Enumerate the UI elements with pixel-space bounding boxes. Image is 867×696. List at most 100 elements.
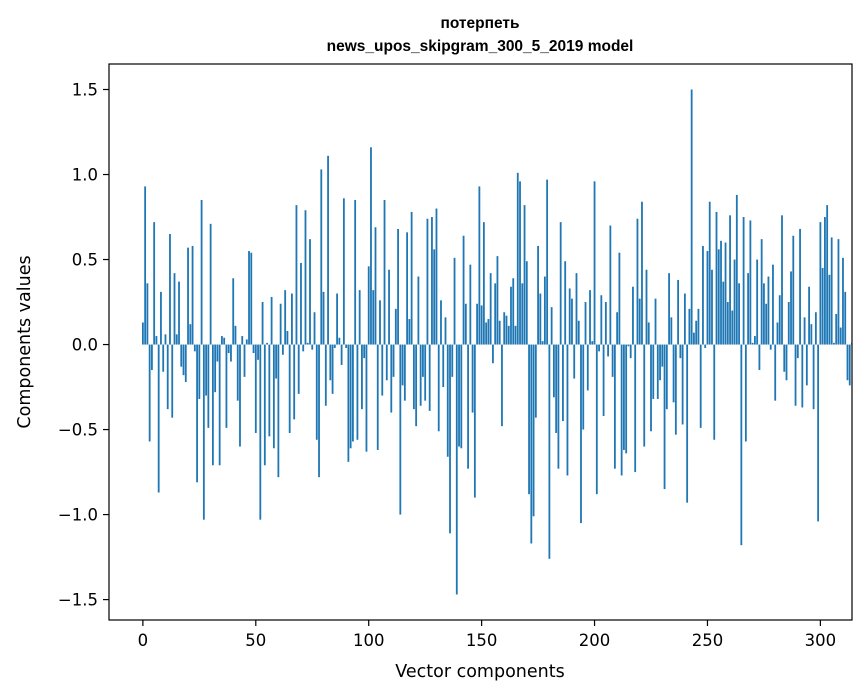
bar-component-109 bbox=[388, 269, 390, 345]
bar-component-238 bbox=[679, 344, 682, 359]
bar-component-20 bbox=[187, 247, 189, 345]
x-tick-label: 50 bbox=[245, 631, 266, 650]
bar-component-53 bbox=[261, 302, 264, 345]
bar-component-205 bbox=[604, 302, 607, 345]
bar-component-194 bbox=[580, 344, 582, 524]
bar-component-147 bbox=[473, 344, 476, 498]
bar-component-175 bbox=[537, 245, 539, 345]
bar-component-152 bbox=[485, 322, 488, 345]
bar-component-93 bbox=[352, 344, 354, 442]
bar-component-217 bbox=[632, 286, 634, 345]
bar-component-294 bbox=[805, 344, 808, 386]
bar-component-267 bbox=[744, 344, 747, 442]
bar-component-129 bbox=[433, 249, 436, 345]
bar-component-232 bbox=[665, 344, 668, 410]
bar-component-186 bbox=[562, 344, 564, 422]
bar-component-122 bbox=[417, 276, 420, 345]
bar-component-74 bbox=[309, 239, 311, 345]
bar-component-145 bbox=[469, 264, 472, 345]
bar-component-38 bbox=[227, 344, 230, 354]
bar-component-245 bbox=[695, 320, 698, 345]
bar-component-77 bbox=[315, 344, 318, 440]
bar-component-297 bbox=[812, 344, 815, 410]
bar-component-164 bbox=[512, 278, 515, 345]
bar-component-2 bbox=[146, 283, 149, 345]
bar-component-173 bbox=[532, 344, 535, 517]
bar-component-149 bbox=[478, 186, 481, 345]
bar-component-65 bbox=[288, 344, 291, 433]
bar-component-89 bbox=[342, 198, 345, 345]
bar-component-9 bbox=[162, 344, 165, 372]
bar-component-228 bbox=[656, 344, 659, 399]
bar-component-172 bbox=[530, 344, 533, 544]
bar-component-96 bbox=[358, 290, 361, 345]
chart-title-model: news_upos_skipgram_300_5_2019 model bbox=[327, 38, 634, 55]
x-tick-label: 250 bbox=[692, 631, 724, 650]
bar-component-182 bbox=[552, 344, 555, 398]
bar-component-313 bbox=[848, 344, 851, 386]
bar-component-15 bbox=[175, 334, 178, 345]
bar-component-212 bbox=[620, 344, 623, 476]
bar-component-26 bbox=[200, 200, 203, 345]
bar-component-310 bbox=[842, 257, 844, 345]
bar-component-143 bbox=[464, 303, 467, 345]
bar-component-30 bbox=[209, 223, 212, 345]
bar-component-154 bbox=[489, 273, 492, 345]
bar-component-236 bbox=[674, 344, 677, 435]
bar-component-40 bbox=[232, 278, 235, 345]
bar-component-102 bbox=[372, 290, 375, 345]
bar-component-73 bbox=[306, 342, 309, 345]
bar-component-103 bbox=[374, 227, 377, 345]
bar-component-224 bbox=[647, 322, 650, 345]
bar-component-137 bbox=[451, 344, 454, 377]
bar-component-211 bbox=[618, 252, 621, 345]
bar-component-229 bbox=[659, 344, 661, 381]
bar-component-88 bbox=[340, 344, 343, 365]
bars-group bbox=[141, 89, 852, 595]
bar-component-86 bbox=[336, 293, 338, 345]
bar-component-23 bbox=[193, 344, 196, 352]
bar-component-170 bbox=[525, 261, 528, 345]
bar-component-246 bbox=[697, 308, 700, 345]
bar-component-105 bbox=[379, 300, 381, 345]
bar-component-119 bbox=[410, 211, 413, 345]
y-tick-label: 0.0 bbox=[72, 336, 98, 355]
bar-component-198 bbox=[589, 290, 591, 345]
bar-component-179 bbox=[546, 179, 549, 345]
bar-component-113 bbox=[397, 228, 399, 345]
bar-component-189 bbox=[568, 288, 571, 345]
bar-component-13 bbox=[171, 344, 174, 418]
bar-component-209 bbox=[613, 344, 616, 469]
bar-component-291 bbox=[799, 228, 801, 345]
bar-component-25 bbox=[198, 344, 201, 399]
bar-component-33 bbox=[216, 344, 219, 362]
bar-component-284 bbox=[783, 344, 786, 372]
bar-component-92 bbox=[349, 344, 352, 449]
bar-component-126 bbox=[426, 218, 429, 345]
bar-component-22 bbox=[191, 245, 194, 345]
x-tick-label: 100 bbox=[353, 631, 385, 650]
bar-component-311 bbox=[844, 291, 847, 345]
bar-component-6 bbox=[155, 336, 158, 345]
bar-component-248 bbox=[702, 245, 704, 345]
bar-component-183 bbox=[555, 344, 558, 433]
bar-component-161 bbox=[505, 315, 508, 345]
bar-component-203 bbox=[600, 295, 603, 345]
bar-component-289 bbox=[794, 344, 797, 406]
bar-component-298 bbox=[814, 312, 817, 345]
bar-component-70 bbox=[300, 262, 302, 345]
bar-component-48 bbox=[250, 252, 253, 345]
bar-component-61 bbox=[279, 303, 282, 345]
bar-component-36 bbox=[223, 337, 226, 345]
bar-component-290 bbox=[796, 344, 799, 359]
bar-component-165 bbox=[514, 325, 517, 345]
bar-component-138 bbox=[453, 257, 456, 345]
bar-component-299 bbox=[817, 344, 820, 522]
bar-component-120 bbox=[412, 344, 415, 410]
bar-component-118 bbox=[408, 319, 411, 345]
x-tick-label: 300 bbox=[805, 631, 837, 650]
bar-component-160 bbox=[503, 312, 506, 345]
bar-component-180 bbox=[548, 344, 551, 559]
bar-component-239 bbox=[681, 344, 684, 425]
